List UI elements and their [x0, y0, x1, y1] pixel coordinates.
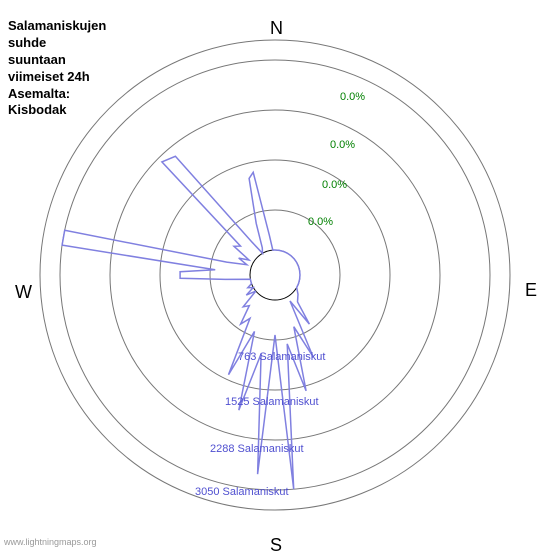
cardinal-e: E [525, 280, 537, 301]
percent-label: 0.0% [330, 139, 355, 151]
cardinal-s: S [270, 535, 282, 556]
footer-credit: www.lightningmaps.org [4, 537, 97, 547]
percent-label: 0.0% [340, 91, 365, 103]
cardinal-w: W [15, 282, 32, 303]
radial-count-label: 3050 Salamaniskut [195, 486, 289, 498]
polar-chart-container: 0.0% 0.0% 0.0% 0.0% 763 Salamaniskut 1525 Sal… [0, 0, 550, 550]
chart-title: Salamaniskujen suhde suuntaan viimeiset … [8, 18, 106, 119]
cardinal-n: N [270, 18, 283, 39]
percent-label: 0.0% [322, 179, 347, 191]
radial-count-label: 2288 Salamaniskut [210, 443, 304, 455]
wind-rose-polygon [62, 156, 313, 489]
percent-label: 0.0% [308, 216, 333, 228]
radial-count-label: 1525 Salamaniskut [225, 396, 319, 408]
radial-count-label: 763 Salamaniskut [238, 351, 325, 363]
